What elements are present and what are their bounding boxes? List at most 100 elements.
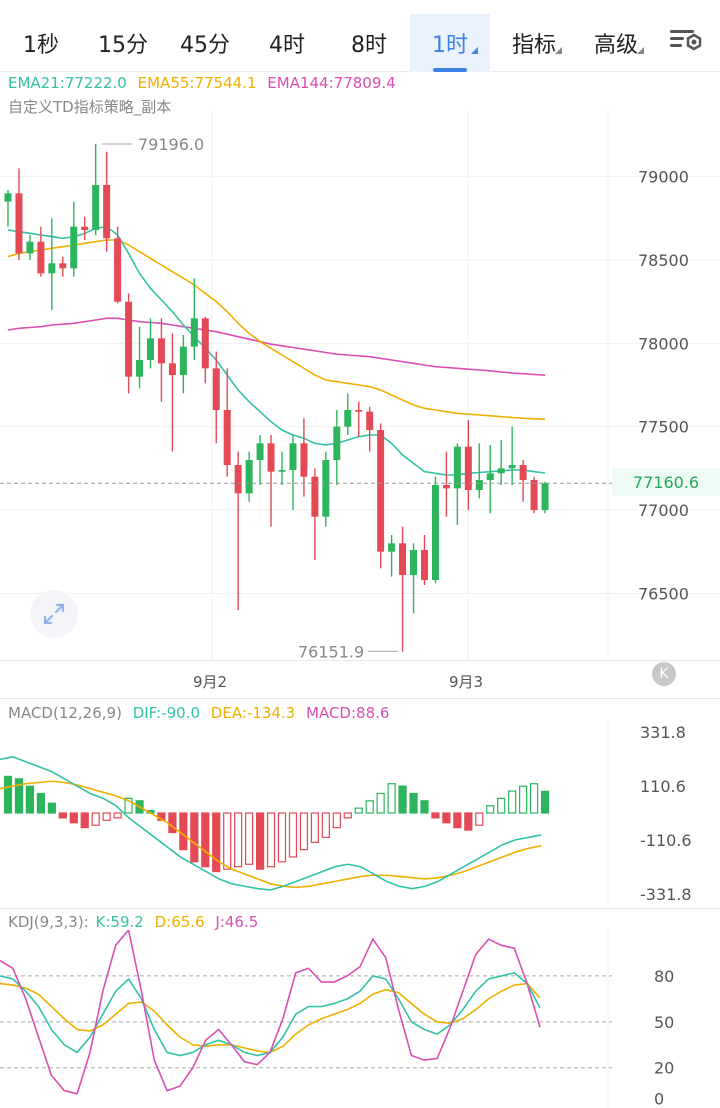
macd-bar-negative bbox=[190, 812, 199, 863]
macd-bar-negative bbox=[464, 812, 473, 831]
macd-bar-positive bbox=[124, 797, 133, 814]
candle-up bbox=[190, 318, 198, 347]
macd-bar-negative bbox=[321, 812, 330, 839]
price-axis-label: 76500 bbox=[638, 584, 689, 603]
macd-bar-positive bbox=[25, 785, 35, 814]
macd-title: MACD(12,26,9) bbox=[8, 704, 122, 722]
candle-down bbox=[377, 430, 385, 552]
macd-bar-negative bbox=[69, 812, 78, 824]
candle-up bbox=[245, 460, 253, 494]
tab-label: 4时 bbox=[269, 33, 305, 58]
candle-down bbox=[420, 550, 428, 580]
date-axis-top-border bbox=[0, 660, 720, 661]
kdj-legend: KDJ(9,3,3): K:59.2 D:65.6 J:46.5 bbox=[8, 913, 264, 931]
tab-label: 1时 bbox=[432, 33, 468, 58]
candle-down bbox=[168, 363, 176, 375]
macd-bar-negative bbox=[475, 812, 484, 826]
chevron-left-icon: K bbox=[659, 666, 669, 682]
candle-up bbox=[289, 443, 297, 470]
macd-bar-negative bbox=[332, 812, 341, 829]
tab-1s[interactable]: 1秒 bbox=[0, 14, 82, 72]
price-axis-label: 79000 bbox=[638, 168, 689, 187]
candlestick-chart[interactable]: 79000 78500 78000 77500 77000 76500 79196.0 761… bbox=[0, 110, 720, 660]
macd-bar-negative bbox=[310, 812, 319, 843]
dropdown-triangle-icon bbox=[555, 47, 562, 54]
tab-advanced[interactable]: 高级 bbox=[576, 14, 656, 72]
candle-up bbox=[508, 465, 516, 469]
macd-top-border bbox=[0, 698, 720, 699]
kdj-axis-label: 80 bbox=[654, 967, 674, 986]
macd-bar-negative bbox=[168, 812, 177, 834]
macd-bar-positive bbox=[398, 785, 407, 814]
candle-up bbox=[136, 360, 144, 377]
macd-bar-positive bbox=[14, 778, 24, 814]
macd-bar-positive bbox=[354, 807, 363, 814]
candle-down bbox=[530, 480, 538, 510]
high-price-label: 79196.0 bbox=[138, 135, 204, 154]
candle-up bbox=[48, 263, 56, 274]
macd-dea-value: DEA:-134.3 bbox=[210, 704, 296, 722]
kdj-k-value: K:59.2 bbox=[95, 913, 144, 931]
macd-bar-negative bbox=[223, 812, 232, 870]
macd-axis-label: 331.8 bbox=[640, 723, 686, 742]
tab-label: 45分 bbox=[180, 33, 230, 58]
candle-up bbox=[26, 241, 34, 254]
period-tab-bar: 1秒 15分 45分 4时 8时 1时 指标 高级 bbox=[0, 0, 720, 72]
candle-down bbox=[399, 543, 407, 575]
kdj-d-line bbox=[0, 982, 541, 1054]
candle-down bbox=[125, 301, 133, 377]
candle-up bbox=[475, 480, 483, 490]
macd-bar-negative bbox=[288, 812, 298, 858]
candle-down bbox=[464, 446, 472, 490]
tab-label: 15分 bbox=[98, 33, 148, 58]
chart-settings-button[interactable] bbox=[664, 20, 708, 60]
candle-down bbox=[355, 410, 363, 412]
macd-bar-negative bbox=[201, 812, 210, 868]
ema55-value: EMA55:77544.1 bbox=[137, 74, 257, 92]
expand-chart-button[interactable] bbox=[30, 590, 78, 638]
kdj-chart[interactable]: 80 50 20 0 bbox=[0, 930, 720, 1108]
candle-down bbox=[114, 238, 122, 302]
macd-bar-negative bbox=[80, 812, 89, 829]
macd-chart[interactable]: 331.8 110.6 -110.6 -331.8 bbox=[0, 720, 720, 908]
macd-bar-negative bbox=[179, 812, 188, 851]
candle-down bbox=[223, 410, 231, 465]
tab-1h[interactable]: 1时 bbox=[410, 14, 490, 72]
candle-up bbox=[179, 346, 187, 375]
tab-8h[interactable]: 8时 bbox=[328, 14, 410, 72]
macd-bar-positive bbox=[497, 797, 506, 814]
macd-bar-positive bbox=[486, 805, 495, 814]
tab-label: 高级 bbox=[593, 33, 638, 58]
candle-down bbox=[157, 338, 165, 364]
dropdown-triangle-icon bbox=[637, 47, 644, 54]
macd-bar-negative bbox=[113, 812, 122, 819]
kdj-j-value: J:46.5 bbox=[215, 913, 259, 931]
tab-45m[interactable]: 45分 bbox=[164, 14, 246, 72]
date-label-sep2: 9月2 bbox=[193, 673, 228, 691]
macd-bar-positive bbox=[47, 802, 56, 814]
candle-up bbox=[431, 485, 439, 580]
macd-bar-negative bbox=[255, 812, 265, 870]
collapse-indicator-button[interactable]: K bbox=[652, 662, 676, 686]
macd-bar-negative bbox=[453, 812, 462, 829]
macd-bar-negative bbox=[442, 812, 451, 824]
current-price-tag: 77160.6 bbox=[612, 468, 720, 496]
macd-bar-positive bbox=[529, 783, 539, 814]
tab-label: 8时 bbox=[351, 33, 387, 58]
candle-down bbox=[442, 485, 450, 489]
tab-indicators[interactable]: 指标 bbox=[494, 14, 574, 72]
tab-4h[interactable]: 4时 bbox=[246, 14, 328, 72]
macd-bar-negative bbox=[299, 812, 309, 851]
ema144-value: EMA144:77809.4 bbox=[267, 74, 396, 92]
candle-down bbox=[267, 443, 275, 472]
candle-up bbox=[322, 460, 330, 517]
candle-up bbox=[453, 446, 461, 489]
candle-up bbox=[70, 226, 78, 269]
macd-bar-negative bbox=[234, 812, 243, 868]
candle-down bbox=[37, 241, 45, 274]
macd-axis-label: -331.8 bbox=[640, 885, 692, 904]
tab-15m[interactable]: 15分 bbox=[82, 14, 164, 72]
macd-bar-positive bbox=[540, 790, 550, 814]
kdj-k-line bbox=[0, 971, 541, 1057]
macd-legend: MACD(12,26,9) DIF:-90.0 DEA:-134.3 MACD:… bbox=[8, 704, 395, 722]
